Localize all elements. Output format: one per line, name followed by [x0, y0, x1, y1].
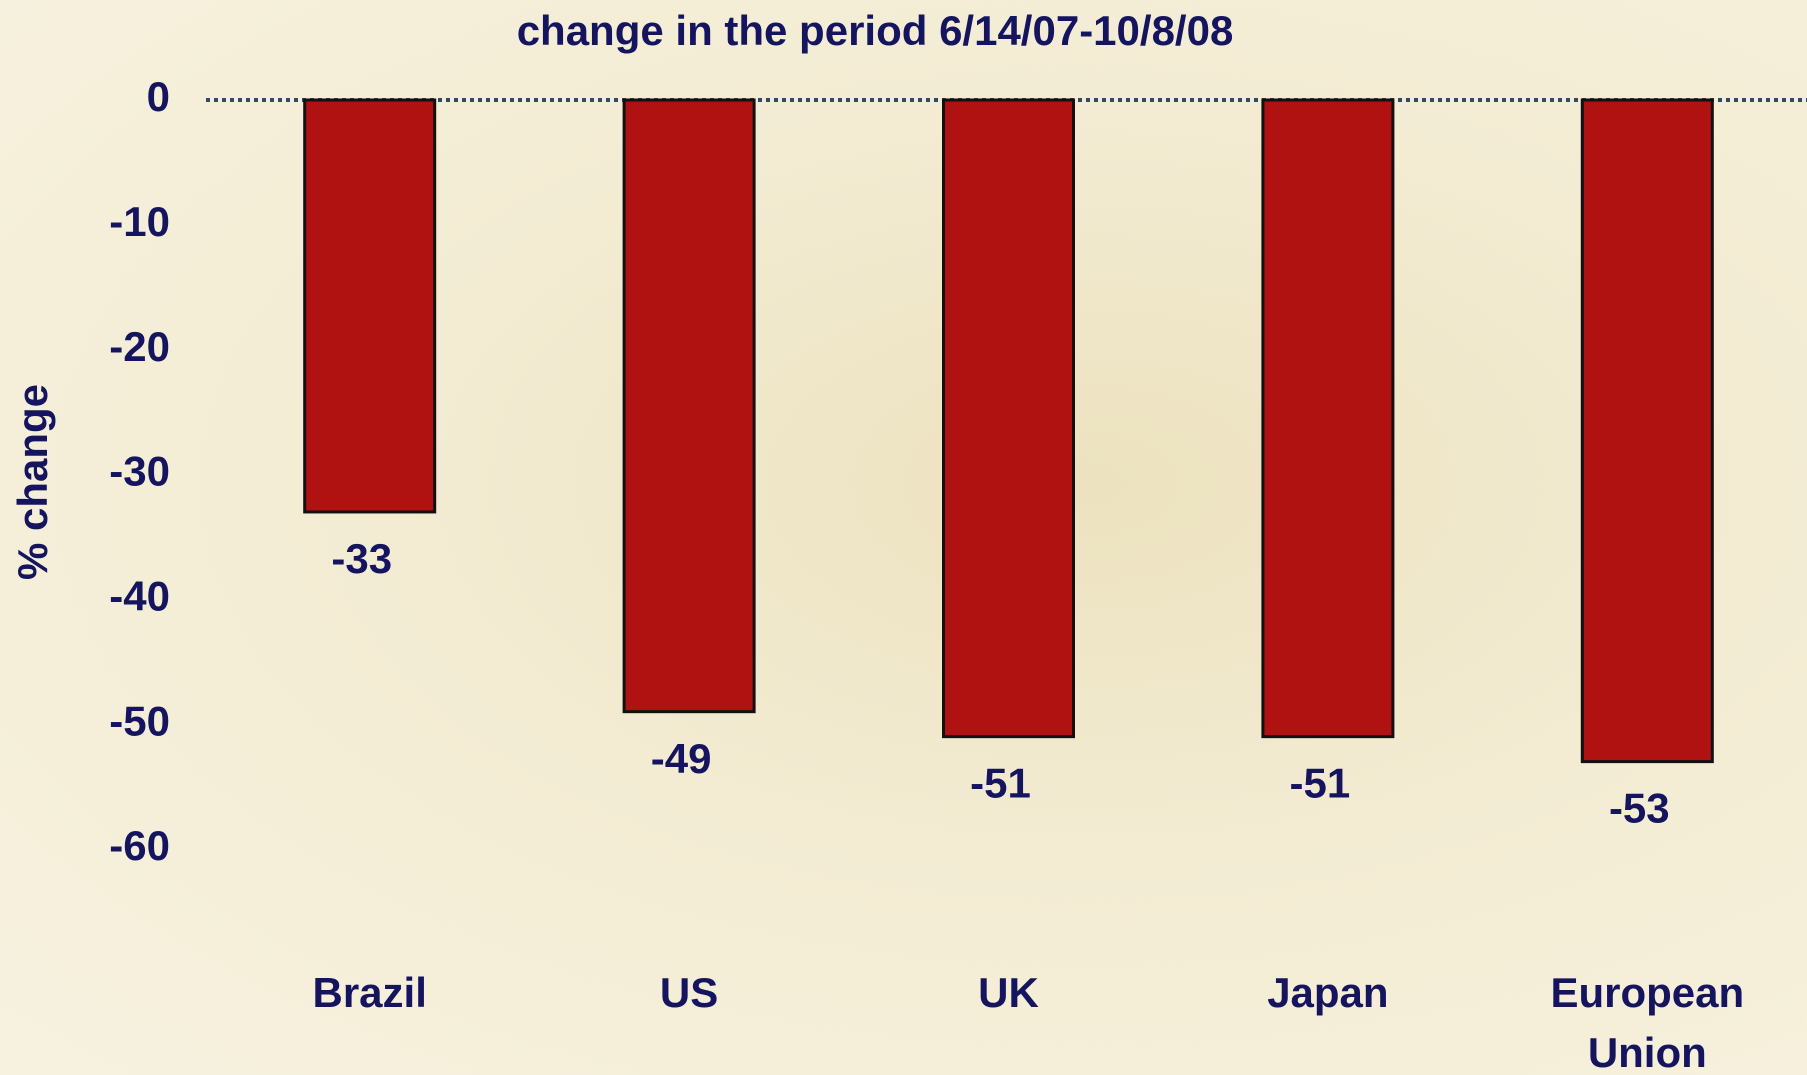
y-tick-label: 0 — [147, 73, 170, 120]
bar — [944, 100, 1074, 737]
page: change in the period 6/14/07-10/8/08 % c… — [0, 0, 1807, 1075]
value-label: -33 — [331, 535, 392, 582]
y-tick-label: -10 — [109, 198, 170, 245]
bar — [624, 100, 754, 712]
y-tick-label: -50 — [109, 697, 170, 744]
chart: change in the period 6/14/07-10/8/08 % c… — [0, 0, 1807, 1075]
y-tick-label: -30 — [109, 448, 170, 495]
x-tick-label: Brazil — [240, 963, 500, 1023]
x-tick-label: European Union — [1517, 963, 1777, 1075]
value-label: -49 — [651, 735, 712, 782]
x-tick-label: UK — [879, 963, 1139, 1023]
bar — [1582, 100, 1712, 762]
bar — [305, 100, 435, 512]
bar — [1263, 100, 1393, 737]
chart-title: change in the period 6/14/07-10/8/08 — [517, 7, 1234, 54]
x-tick-label: US — [559, 963, 819, 1023]
y-axis-label: % change — [9, 384, 56, 580]
value-label: -51 — [970, 760, 1031, 807]
y-tick-label: -20 — [109, 323, 170, 370]
y-tick-label: -60 — [109, 822, 170, 869]
y-tick-label: -40 — [109, 572, 170, 619]
value-label: -53 — [1609, 785, 1670, 832]
value-label: -51 — [1290, 760, 1351, 807]
x-tick-label: Japan — [1198, 963, 1458, 1023]
